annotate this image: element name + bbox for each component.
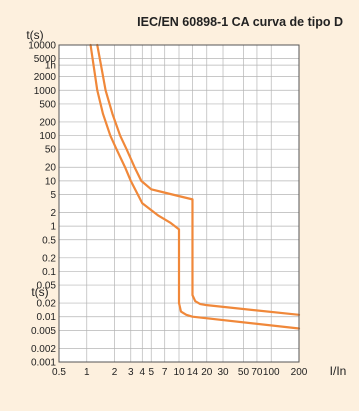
- x-axis-label: I/In: [330, 364, 347, 378]
- x-tick-label: 10: [173, 367, 185, 378]
- y-tick-label: 500: [39, 99, 56, 110]
- x-tick-label: 5: [148, 367, 154, 378]
- y-tick-label: 1000: [34, 86, 57, 97]
- chart-title: IEC/EN 60898-1 CA curva de tipo D: [137, 15, 343, 29]
- y-tick-label: 50: [45, 145, 57, 156]
- y-tick-label: 0.02: [37, 299, 57, 310]
- y-tick-label: 0.005: [31, 326, 56, 337]
- y-tick-label: 10000: [28, 41, 56, 52]
- trip-curve-line-1: [89, 43, 301, 330]
- y-tick-label: 0.001: [31, 358, 56, 369]
- x-tick-label: 0.5: [52, 367, 66, 378]
- y-tick-label: 0.05: [37, 281, 57, 292]
- x-tick-label: 50: [238, 367, 250, 378]
- y-axis-label-mid: t(s): [31, 285, 48, 299]
- y-tick-label: 2000: [34, 72, 57, 83]
- trip-curve-line-2: [96, 43, 301, 316]
- x-tick-label: 2: [112, 367, 118, 378]
- x-tick-label: 4: [140, 367, 146, 378]
- x-tick-label: 200: [291, 367, 308, 378]
- y-tick-label: 10: [45, 176, 57, 187]
- y-tick-label: 0.2: [42, 253, 56, 264]
- y-tick-label: 2: [50, 208, 56, 219]
- y-tick-label: 20: [45, 163, 57, 174]
- x-tick-label: 1: [84, 367, 90, 378]
- x-tick-label: 20: [201, 367, 213, 378]
- y-tick-label: 1h: [45, 61, 56, 72]
- y-axis-label: t(s): [26, 28, 43, 42]
- x-tick-label: 14: [187, 367, 199, 378]
- y-tick-label: 5: [50, 190, 56, 201]
- y-tick-label: 0.1: [42, 267, 56, 278]
- y-tick-label: 200: [39, 117, 56, 128]
- y-tick-label: 0.002: [31, 344, 56, 355]
- y-tick-label: 100: [39, 131, 56, 142]
- y-tick-label: 0.5: [42, 235, 56, 246]
- x-tick-label: 100: [263, 367, 280, 378]
- y-tick-label: 1: [50, 222, 56, 233]
- x-tick-label: 70: [251, 367, 263, 378]
- plot-border: [58, 44, 300, 363]
- x-tick-label: 30: [217, 367, 229, 378]
- x-tick-label: 3: [128, 367, 134, 378]
- y-tick-label: 0.01: [37, 312, 57, 323]
- y-tick-label: 5000: [34, 54, 57, 65]
- x-tick-label: 7: [162, 367, 168, 378]
